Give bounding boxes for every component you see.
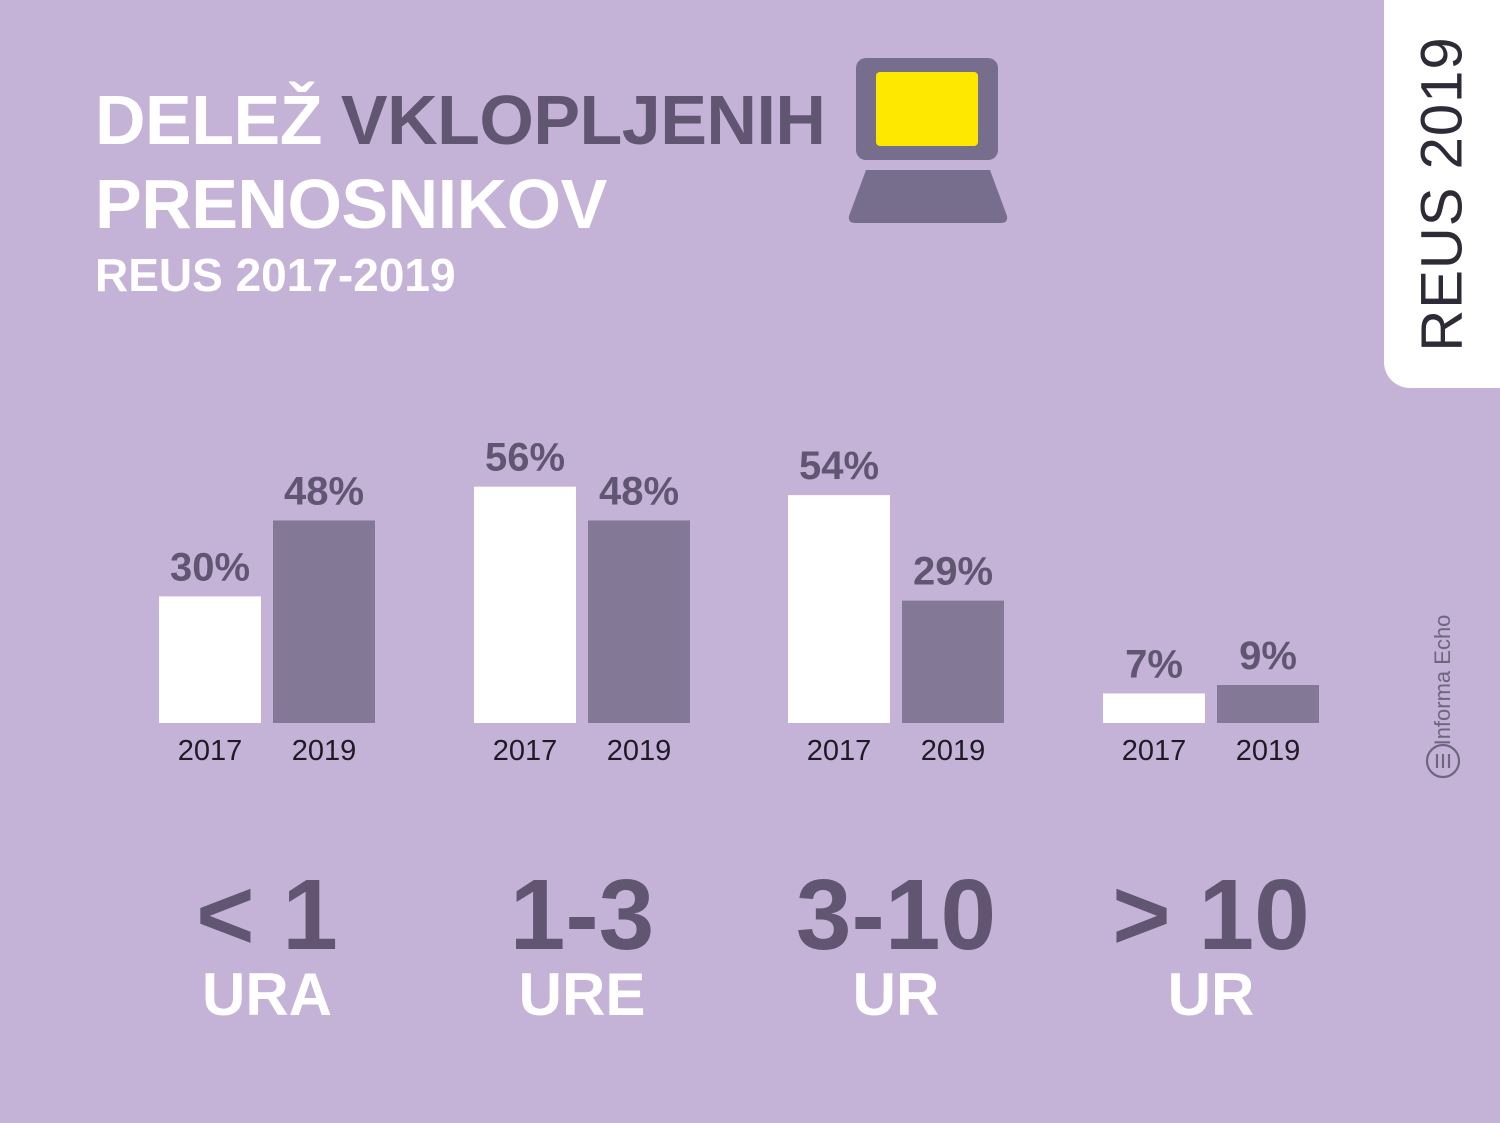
x-tick-label: 2017 xyxy=(178,735,243,767)
x-tick-label: 2017 xyxy=(493,735,558,767)
bar-2019-2 xyxy=(902,600,1004,723)
x-tick-label: 2019 xyxy=(292,735,357,767)
bar-2017-2 xyxy=(788,495,890,723)
x-tick-label: 2017 xyxy=(1122,735,1187,767)
title-word-delez: DELEŽ xyxy=(95,81,322,159)
side-tab xyxy=(1384,0,1500,388)
bar-2019-0 xyxy=(273,520,375,723)
value-label: 54% xyxy=(799,444,879,488)
category-unit: URA xyxy=(202,961,332,1028)
title-word-vklopljenih: VKLOPLJENIH xyxy=(340,81,826,159)
value-label: 56% xyxy=(485,436,565,480)
category-unit: UR xyxy=(852,961,940,1028)
bar-2019-3 xyxy=(1217,685,1319,723)
title-word-prenosnikov: PRENOSNIKOV xyxy=(95,165,607,243)
x-tick-label: 2019 xyxy=(921,735,986,767)
category-number: > 10 xyxy=(1112,859,1310,971)
value-label: 48% xyxy=(284,469,364,513)
value-label: 9% xyxy=(1239,634,1297,678)
category-number: 1-3 xyxy=(509,859,655,971)
chart-title: DELEŽ VKLOPLJENIH PRENOSNIKOV xyxy=(95,78,826,246)
x-tick-label: 2019 xyxy=(1236,735,1301,767)
bar-2017-1 xyxy=(474,486,576,723)
bar-2017-3 xyxy=(1103,693,1205,723)
informa-echo-logo-icon xyxy=(1425,743,1461,779)
value-label: 48% xyxy=(599,469,679,513)
x-tick-label: 2017 xyxy=(807,735,872,767)
chart-subtitle: REUS 2017-2019 xyxy=(95,249,456,301)
laptop-icon xyxy=(848,58,1008,223)
category-number: < 1 xyxy=(196,859,338,971)
category-unit: URE xyxy=(518,961,646,1028)
bar-2019-1 xyxy=(588,520,690,723)
x-tick-label: 2019 xyxy=(607,735,672,767)
value-label: 7% xyxy=(1125,642,1183,686)
category-number: 3-10 xyxy=(795,859,997,971)
value-label: 30% xyxy=(170,545,250,589)
category-unit: UR xyxy=(1167,961,1255,1028)
bar-2017-0 xyxy=(159,596,261,723)
value-label: 29% xyxy=(913,550,993,594)
